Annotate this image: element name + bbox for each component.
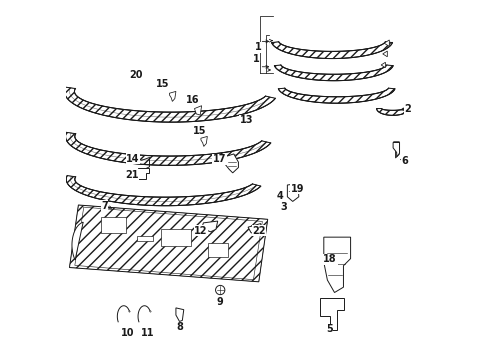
Text: 17: 17 [212,154,226,164]
Bar [101,217,125,233]
Text: 1: 1 [254,42,261,52]
Text: 20: 20 [128,69,142,80]
Text: 7: 7 [101,201,108,211]
Polygon shape [69,205,267,282]
Polygon shape [278,88,394,103]
Text: 6: 6 [401,157,408,166]
Polygon shape [201,221,217,232]
Text: 13: 13 [239,115,252,125]
Text: 3: 3 [280,202,286,212]
Polygon shape [138,168,148,179]
Polygon shape [382,51,386,57]
Bar [207,243,227,257]
Text: 12: 12 [194,226,207,236]
Polygon shape [176,308,183,321]
Polygon shape [319,298,343,330]
Polygon shape [224,154,238,173]
Polygon shape [169,91,176,102]
Circle shape [215,285,224,295]
Text: 16: 16 [185,95,199,105]
Polygon shape [323,237,350,293]
Polygon shape [66,176,260,206]
Polygon shape [376,109,408,115]
Polygon shape [384,40,388,46]
Bar [160,229,190,246]
Polygon shape [274,65,392,81]
Text: 9: 9 [216,297,223,307]
Text: 10: 10 [121,328,134,338]
Polygon shape [194,106,201,115]
Text: 15: 15 [193,126,206,136]
Text: 14: 14 [126,154,140,163]
Polygon shape [392,143,399,157]
Text: 11: 11 [141,328,155,338]
Polygon shape [72,222,83,260]
Polygon shape [65,132,270,165]
Text: 22: 22 [251,226,265,236]
Text: 4: 4 [276,191,282,201]
Polygon shape [380,62,385,68]
Polygon shape [247,224,261,235]
Text: 5: 5 [325,324,332,334]
Polygon shape [271,42,391,59]
Text: 18: 18 [323,254,336,264]
Text: 1: 1 [252,54,259,64]
Text: 8: 8 [176,322,183,332]
Text: 2: 2 [404,104,410,113]
Text: 15: 15 [156,79,169,89]
Polygon shape [287,184,298,202]
Bar [136,237,152,241]
Polygon shape [201,136,207,147]
Text: 19: 19 [290,184,304,194]
Text: 21: 21 [125,170,139,180]
Polygon shape [64,87,275,122]
